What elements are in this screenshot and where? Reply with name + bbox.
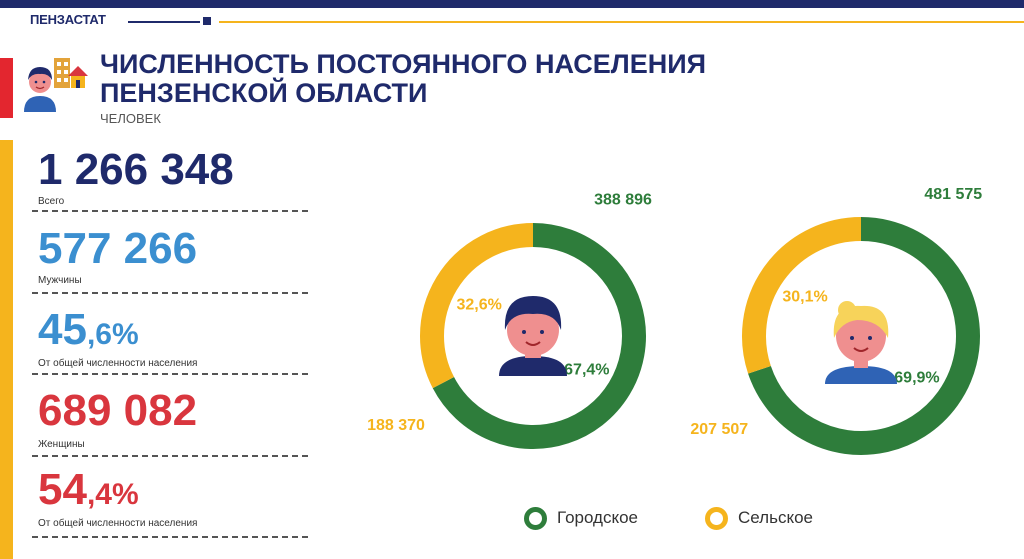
divider bbox=[32, 210, 308, 212]
value-label-urban: 481 575 bbox=[924, 186, 982, 203]
donut-slice-rural bbox=[742, 217, 862, 374]
total-label: Всего bbox=[38, 196, 65, 207]
women-percent-frac: ,4% bbox=[86, 478, 139, 511]
percent-label: 30,1% bbox=[782, 289, 827, 306]
percent-label: 69,9% bbox=[894, 369, 939, 386]
donut-chart-men: 67,4% 32,6% 388 896 188 370 bbox=[367, 192, 652, 449]
value-label-rural: 207 507 bbox=[690, 421, 748, 438]
brand-square bbox=[203, 17, 211, 25]
total-value: 1 266 348 bbox=[38, 145, 234, 194]
legend-label-urban: Городское bbox=[557, 508, 639, 527]
brand-name: ПЕНЗАСТАТ bbox=[30, 12, 106, 27]
men-percent: 45,6% bbox=[38, 306, 139, 359]
population-icon bbox=[24, 58, 88, 112]
legend-label-rural: Сельское bbox=[738, 508, 813, 527]
accent-bar-red bbox=[0, 58, 13, 118]
legend-item-rural: Сельское bbox=[705, 506, 813, 530]
men-value: 577 266 bbox=[38, 224, 198, 273]
unit-label: ЧЕЛОВЕК bbox=[100, 111, 161, 126]
divider bbox=[32, 536, 308, 538]
donut-chart-women: 69,9% 30,1% 481 575 207 507 bbox=[690, 186, 982, 455]
women-percent-label: От общей численности населения bbox=[38, 518, 198, 529]
legend-swatch-urban bbox=[524, 506, 547, 530]
title-line-2: ПЕНЗЕНСКОЙ ОБЛАСТИ bbox=[100, 78, 428, 108]
donut-slice-rural bbox=[420, 223, 534, 389]
percent-label: 67,4% bbox=[564, 362, 609, 379]
top-band bbox=[0, 0, 1024, 8]
header-gold-line bbox=[219, 21, 1024, 23]
accent-bar-gold bbox=[0, 140, 13, 559]
men-percent-int: 45 bbox=[38, 305, 87, 354]
page-title: ЧИСЛЕННОСТЬ ПОСТОЯННОГО НАСЕЛЕНИЯ ПЕНЗЕН… bbox=[100, 50, 706, 108]
men-percent-frac: ,6% bbox=[86, 318, 139, 351]
legend-item-urban: Городское bbox=[524, 506, 638, 530]
women-percent: 54,4% bbox=[38, 466, 139, 519]
value-label-urban: 388 896 bbox=[594, 192, 652, 209]
donut-slice-urban bbox=[748, 217, 980, 455]
divider bbox=[32, 373, 308, 375]
brand-divider bbox=[128, 21, 200, 23]
legend-swatch-rural bbox=[705, 506, 728, 530]
divider bbox=[32, 292, 308, 294]
donut-charts: 67,4% 32,6% 388 896 188 370 69,9% 30,1% 481 57… bbox=[367, 186, 982, 455]
men-label: Мужчины bbox=[38, 275, 82, 286]
female-avatar-icon bbox=[825, 301, 897, 384]
value-label-rural: 188 370 bbox=[367, 417, 425, 434]
women-label: Женщины bbox=[38, 439, 85, 450]
percent-label: 32,6% bbox=[456, 296, 501, 313]
title-line-1: ЧИСЛЕННОСТЬ ПОСТОЯННОГО НАСЕЛЕНИЯ bbox=[100, 49, 707, 79]
women-percent-int: 54 bbox=[38, 465, 87, 514]
women-value: 689 082 bbox=[38, 386, 198, 435]
donut-slice-urban bbox=[432, 223, 646, 449]
men-percent-label: От общей численности населения bbox=[38, 358, 198, 369]
divider bbox=[32, 455, 308, 457]
male-avatar-icon bbox=[499, 296, 567, 376]
